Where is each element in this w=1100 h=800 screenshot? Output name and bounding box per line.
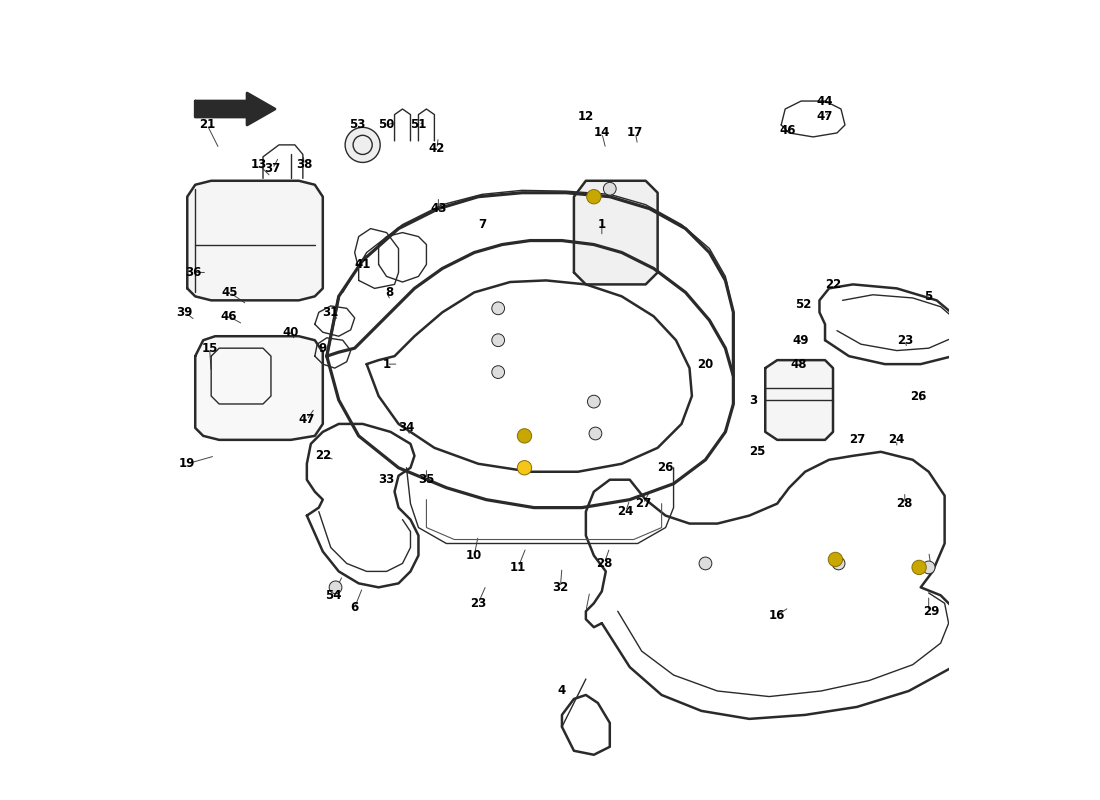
Text: 52: 52: [795, 298, 812, 311]
Text: 8: 8: [385, 286, 393, 299]
Circle shape: [329, 581, 342, 594]
Text: 33: 33: [378, 474, 395, 486]
Polygon shape: [766, 360, 833, 440]
Text: 36: 36: [186, 266, 201, 279]
Text: 45: 45: [221, 286, 238, 299]
Circle shape: [828, 552, 843, 566]
Text: 22: 22: [825, 278, 842, 291]
Circle shape: [604, 182, 616, 195]
Circle shape: [912, 560, 926, 574]
Circle shape: [833, 557, 845, 570]
Text: 9: 9: [319, 342, 327, 354]
Text: 24: 24: [889, 434, 905, 446]
Polygon shape: [195, 336, 322, 440]
Text: 46: 46: [779, 124, 795, 137]
Polygon shape: [187, 181, 322, 300]
Text: 26: 26: [658, 462, 674, 474]
Text: 35: 35: [418, 474, 434, 486]
Polygon shape: [195, 93, 275, 125]
Text: 38: 38: [296, 158, 312, 171]
Text: 14: 14: [594, 126, 610, 139]
Text: 4: 4: [558, 685, 566, 698]
Text: 32: 32: [552, 581, 569, 594]
Text: 5: 5: [925, 290, 933, 303]
Text: 49: 49: [793, 334, 810, 346]
Text: 47: 47: [299, 414, 315, 426]
Text: 17: 17: [627, 126, 644, 139]
Text: 26: 26: [910, 390, 926, 402]
Text: 19: 19: [179, 458, 196, 470]
Circle shape: [590, 427, 602, 440]
Text: 28: 28: [596, 557, 613, 570]
Circle shape: [517, 429, 531, 443]
Circle shape: [492, 302, 505, 314]
Text: 6: 6: [351, 601, 359, 614]
Text: 34: 34: [398, 422, 415, 434]
Text: 47: 47: [817, 110, 833, 123]
Text: 7: 7: [478, 218, 486, 231]
Text: 27: 27: [849, 434, 865, 446]
Text: 16: 16: [769, 609, 785, 622]
Polygon shape: [574, 181, 658, 285]
Text: 1: 1: [383, 358, 390, 370]
Text: 12: 12: [578, 110, 594, 123]
Text: 3: 3: [749, 394, 758, 406]
Text: 29: 29: [923, 605, 939, 618]
Text: 22: 22: [315, 450, 331, 462]
Text: 43: 43: [430, 202, 447, 215]
Text: 51: 51: [410, 118, 427, 131]
Text: 37: 37: [264, 162, 280, 175]
Text: 28: 28: [896, 497, 913, 510]
Text: 42: 42: [429, 142, 446, 155]
Text: 40: 40: [283, 326, 299, 338]
Text: 15: 15: [201, 342, 218, 354]
Circle shape: [517, 461, 531, 475]
Text: 50: 50: [378, 118, 395, 131]
Text: 24: 24: [617, 505, 634, 518]
Text: 39: 39: [177, 306, 194, 319]
Circle shape: [700, 557, 712, 570]
Circle shape: [492, 334, 505, 346]
Text: 41: 41: [354, 258, 371, 271]
Text: 48: 48: [791, 358, 807, 370]
Text: 21: 21: [199, 118, 216, 131]
Text: 11: 11: [510, 561, 526, 574]
Circle shape: [492, 366, 505, 378]
Text: 53: 53: [349, 118, 365, 131]
Circle shape: [587, 395, 601, 408]
Circle shape: [345, 127, 381, 162]
Circle shape: [586, 190, 601, 204]
Text: 1: 1: [597, 218, 606, 231]
Text: 20: 20: [697, 358, 714, 370]
Circle shape: [922, 561, 935, 574]
Text: 31: 31: [322, 306, 339, 319]
Text: 44: 44: [817, 94, 834, 107]
Text: 23: 23: [470, 597, 486, 610]
Text: 27: 27: [635, 497, 651, 510]
Text: 13: 13: [251, 158, 267, 171]
Text: 46: 46: [220, 310, 236, 322]
Text: 25: 25: [749, 446, 766, 458]
Text: 23: 23: [896, 334, 913, 346]
Text: 54: 54: [324, 589, 341, 602]
Text: 10: 10: [466, 549, 483, 562]
